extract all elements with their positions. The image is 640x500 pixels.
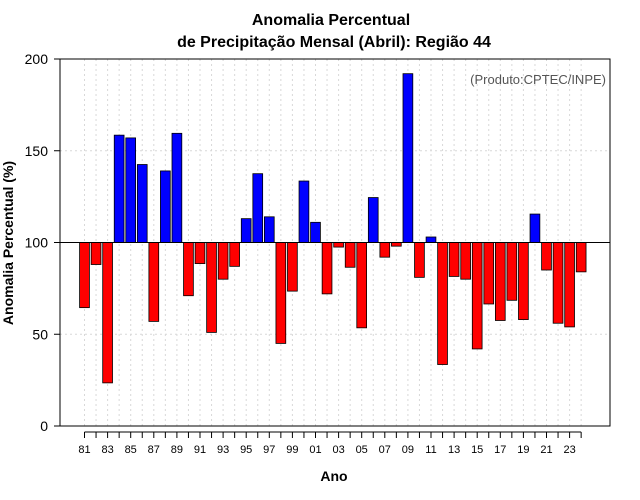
bar-00	[298, 180, 310, 243]
bar-02	[321, 242, 333, 295]
bar-95	[240, 218, 252, 243]
x-tick-label: 85	[125, 444, 137, 456]
x-tick-label: 89	[171, 444, 183, 456]
bar-24	[575, 242, 587, 273]
bar-93	[217, 242, 229, 280]
y-axis: 0 50 100 150 200	[25, 51, 60, 434]
bar-01	[310, 221, 321, 243]
chart-title-line2: de Precipitação Mensal (Abril): Região 4…	[177, 34, 491, 51]
bar-90	[183, 242, 194, 297]
bar-84	[113, 134, 125, 243]
bar-96	[252, 173, 264, 243]
bar-98	[275, 242, 287, 344]
bar-13	[448, 242, 460, 277]
x-tick-label: 99	[286, 444, 298, 456]
x-tick-label: 01	[309, 444, 321, 456]
bar-04	[344, 242, 356, 268]
x-tick-label: 07	[379, 444, 391, 456]
x-axis: 81 83 85 87 89 91 93 95 97 99 01 03 05 07 09 11 13 15 17 19…	[78, 431, 582, 456]
bar-23	[564, 242, 575, 328]
bar-85	[125, 137, 137, 243]
x-tick-label: 83	[101, 444, 113, 456]
bar-07	[379, 242, 391, 258]
x-tick-label: 81	[78, 444, 90, 456]
x-tick-label: 13	[448, 444, 460, 456]
bar-18	[506, 242, 518, 301]
bars	[79, 73, 587, 384]
x-tick-label: 17	[494, 444, 506, 456]
bar-06	[367, 197, 379, 243]
y-tick-label: 200	[25, 51, 49, 67]
x-tick-label: 93	[217, 444, 229, 456]
bar-12	[437, 242, 448, 365]
bar-86	[136, 164, 148, 243]
bar-99	[287, 242, 298, 292]
bar-81	[79, 242, 90, 309]
bar-20	[529, 213, 541, 243]
bar-19	[518, 242, 529, 320]
bar-08	[391, 242, 402, 247]
bar-88	[160, 170, 171, 243]
bar-82	[90, 242, 102, 265]
bar-97	[263, 216, 275, 243]
x-tick-label: 97	[263, 444, 275, 456]
chart-title-line1: Anomalia Percentual	[252, 12, 410, 29]
x-tick-label: 03	[332, 444, 344, 456]
x-tick-label: 23	[563, 444, 575, 456]
x-tick-label: 87	[148, 444, 160, 456]
bar-09	[402, 73, 414, 243]
y-tick-label: 50	[32, 326, 48, 342]
credit-annotation: (Produto:CPTEC/INPE)	[470, 72, 606, 87]
bar-17	[494, 242, 506, 321]
bar-83	[102, 242, 113, 384]
bar-92	[206, 242, 217, 333]
bar-05	[356, 242, 367, 329]
x-tick-label: 95	[240, 444, 252, 456]
y-axis-title: Anomalia Percentual (%)	[0, 161, 16, 325]
bar-03	[333, 242, 344, 248]
x-tick-label: 91	[194, 444, 206, 456]
y-tick-label: 100	[25, 235, 49, 251]
x-tick-label: 21	[540, 444, 552, 456]
x-tick-label: 09	[402, 444, 414, 456]
bar-91	[194, 242, 206, 265]
x-tick-label: 15	[471, 444, 483, 456]
y-tick-label: 0	[40, 418, 48, 434]
bar-10	[414, 242, 425, 278]
y-tick-label: 150	[25, 143, 49, 159]
bar-21	[541, 242, 552, 271]
x-tick-label: 19	[517, 444, 529, 456]
x-tick-label: 05	[356, 444, 368, 456]
x-tick-label: 11	[425, 444, 436, 456]
bar-22	[552, 242, 564, 324]
bar-89	[171, 132, 183, 243]
bar-16	[483, 242, 495, 305]
x-axis-title: Ano	[320, 468, 347, 484]
bar-94	[229, 242, 240, 267]
bar-11	[425, 236, 437, 243]
bar-87	[148, 242, 160, 322]
bar-14	[460, 242, 471, 280]
bar-15	[471, 242, 483, 350]
